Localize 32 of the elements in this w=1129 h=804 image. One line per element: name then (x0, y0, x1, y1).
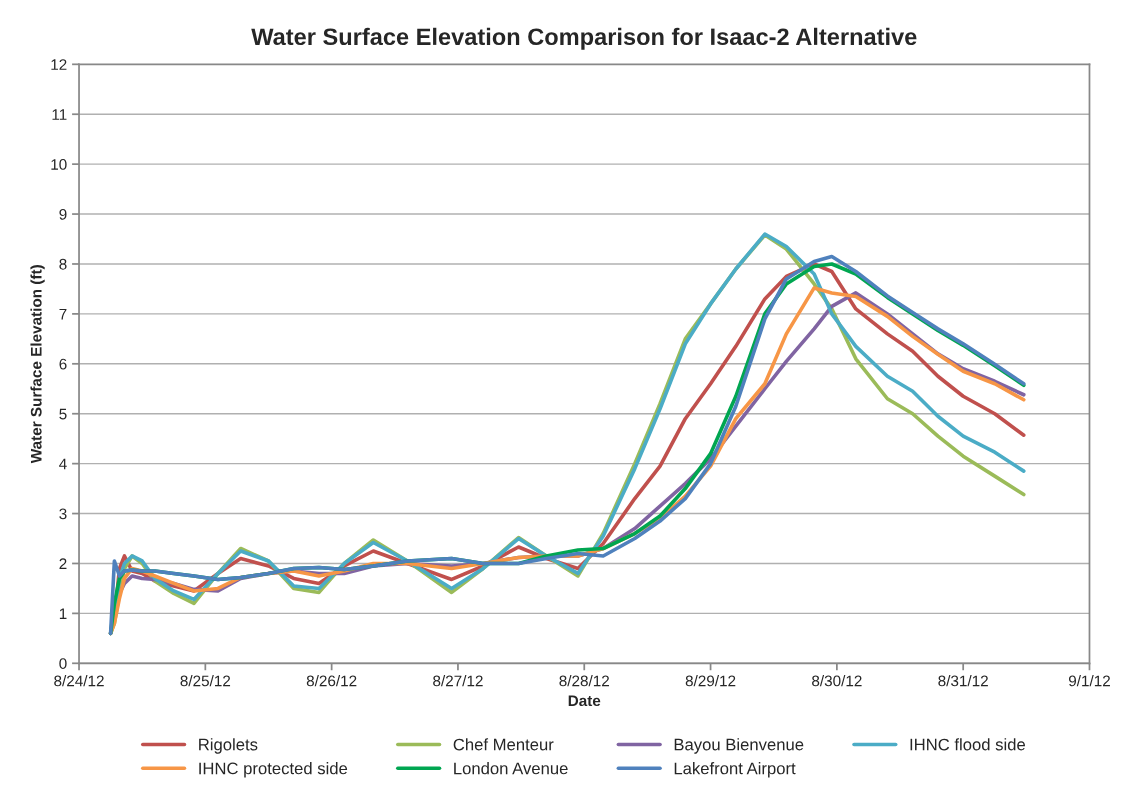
y-tick-label: 7 (59, 308, 67, 320)
y-tick-label: 9 (59, 208, 67, 220)
y-tick-label: 12 (51, 59, 67, 70)
y-tick-label: 4 (59, 458, 67, 470)
y-tick-label: 3 (59, 508, 67, 520)
legend-label: Rigolets (199, 738, 258, 754)
y-tick-label: 5 (59, 408, 67, 420)
x-tick-label: 8/24/12 (54, 675, 104, 687)
legend-label: London Avenue (454, 762, 568, 775)
legend-label: Chef Menteur (453, 738, 554, 751)
x-tick-label: 8/31/12 (938, 675, 988, 687)
y-tick-label: 11 (52, 109, 67, 120)
x-tick-label: 8/28/12 (559, 675, 609, 687)
y-tick-label: 10 (51, 159, 67, 170)
x-tick-label: 8/29/12 (685, 675, 736, 687)
x-tick-label: 8/27/12 (433, 675, 483, 687)
x-tick-label: 8/25/12 (180, 675, 231, 687)
y-tick-label: 0 (59, 658, 67, 669)
chart-title: Water Surface Elevation Comparison for Isaac-2 Alternative (251, 27, 917, 50)
y-tick-label: 1 (59, 608, 67, 619)
y-axis-title: Water Surface Elevation (ft) (30, 265, 45, 464)
x-tick-label: 8/26/12 (306, 675, 357, 687)
y-tick-label: 8 (59, 258, 67, 270)
legend-label: Bayou Bienvenue (674, 738, 804, 754)
legend-label: IHNC protected side (199, 762, 348, 778)
x-tick-label: 9/1/12 (1068, 675, 1110, 687)
x-tick-label: 8/30/12 (812, 675, 862, 687)
x-axis-title: Date (568, 695, 601, 707)
legend-label: Lakefront Airport (674, 762, 796, 778)
y-tick-label: 6 (59, 358, 67, 370)
y-tick-label: 2 (59, 558, 67, 570)
legend-label: IHNC flood side (910, 738, 1026, 751)
